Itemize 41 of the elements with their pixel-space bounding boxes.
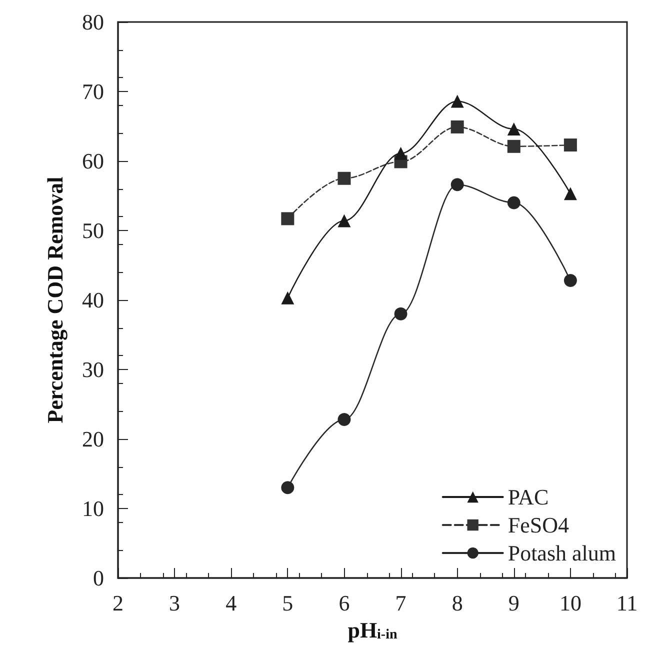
point: [281, 291, 294, 304]
legend-label: PAC: [508, 484, 549, 510]
x-tick-label: 5: [282, 590, 294, 616]
point: [450, 120, 464, 134]
point: [507, 122, 520, 136]
y-tick-label: 20: [82, 426, 104, 452]
point: [450, 178, 464, 192]
legend-label: FeSO4: [508, 512, 569, 538]
x-tick-label: 9: [508, 590, 520, 616]
legend-label: Potash alum: [508, 540, 616, 566]
point: [564, 274, 577, 288]
y-tick-label: 10: [82, 496, 104, 521]
x-tick-label: 7: [395, 590, 406, 616]
x-tick-label: 6: [338, 590, 350, 616]
point: [507, 196, 520, 210]
point: [394, 146, 408, 160]
x-tick-label: 2: [112, 590, 124, 616]
y-axis-title: Percentage COD Removal: [42, 176, 68, 424]
y-tick-label: 50: [82, 218, 104, 243]
point: [281, 212, 294, 226]
point: [564, 187, 577, 200]
y-tick-label: 80: [82, 10, 104, 34]
y-tick-label: 40: [82, 288, 104, 312]
y-tick-label: 0: [93, 566, 104, 590]
y-tick-label: 70: [82, 79, 104, 104]
point: [338, 214, 351, 228]
x-tick-label: 11: [616, 590, 638, 616]
point: [450, 94, 464, 108]
point: [338, 413, 351, 426]
x-tick-label: 4: [226, 590, 237, 616]
point: [281, 481, 294, 494]
x-axis-title: pHi-in: [348, 618, 398, 642]
x-tick-label: 3: [169, 590, 180, 616]
x-tick-label: 10: [559, 590, 582, 616]
y-tick-label: 30: [82, 357, 104, 382]
point: [564, 138, 577, 152]
y-tick-label: 60: [82, 148, 104, 174]
x-tick-label: 8: [452, 590, 463, 616]
point: [338, 172, 351, 185]
point: [394, 307, 408, 320]
point: [507, 140, 520, 153]
